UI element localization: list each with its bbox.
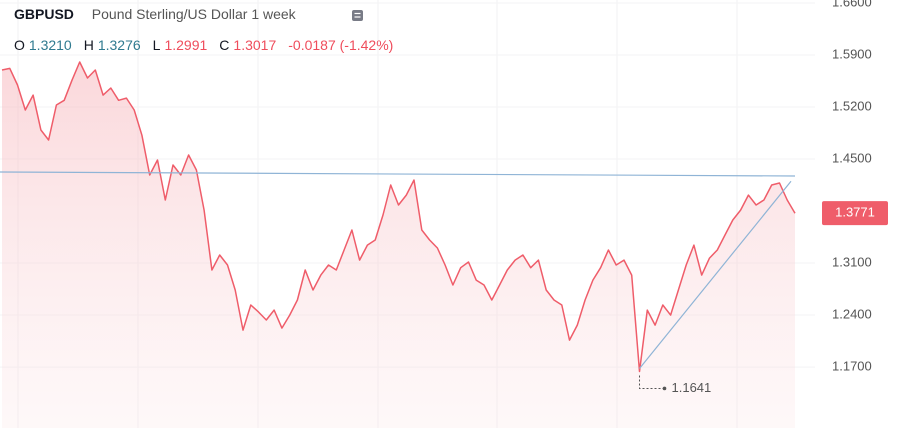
price-line — [1, 61, 796, 373]
time-grid — [17, 0, 738, 428]
ohlc-label: H — [83, 37, 94, 53]
last-price-box — [822, 201, 888, 226]
last-price-label: 1.3771 — [835, 205, 875, 220]
y-tick-label: 1.4500 — [832, 150, 872, 165]
low-marker — [639, 375, 664, 389]
horizontal-level-drawing — [0, 171, 796, 177]
ohlc-value: 1.2991 — [164, 37, 208, 53]
y-tick-label: 1.2400 — [832, 306, 872, 321]
ohlc-label: L — [152, 37, 161, 53]
y-tick-label: 1.5200 — [832, 98, 872, 113]
ohlc-value: 1.3017 — [233, 37, 277, 53]
area-fill — [2, 62, 795, 428]
trend-line-drawing — [639, 180, 792, 369]
ohlc-value: 1.3276 — [97, 37, 141, 53]
ohlc-label: C — [219, 37, 230, 53]
y-tick-label: 1.5900 — [832, 46, 872, 61]
y-tick-label: 1.6600 — [832, 0, 872, 9]
description: Pound Sterling/US Dollar 1 week — [91, 6, 296, 22]
ohlc-label: O — [14, 37, 25, 53]
y-tick-label: 1.1700 — [832, 359, 872, 374]
change: -0.0187 (-1.42%) — [288, 37, 394, 53]
legend-title-row: GBPUSD Pound Sterling/US Dollar 1 week — [14, 6, 302, 22]
low-marker-dot — [662, 386, 667, 391]
info-icon[interactable] — [352, 10, 363, 21]
low-label: 1.1641 — [672, 380, 712, 395]
y-tick-label: 1.3100 — [832, 254, 872, 269]
symbol[interactable]: GBPUSD — [14, 6, 74, 22]
ohlc-value: 1.3210 — [28, 37, 72, 53]
ohlc-row: O 1.3210 H 1.3276 L 1.2991 C 1.3017 -0.0187 (-1.… — [14, 37, 399, 53]
